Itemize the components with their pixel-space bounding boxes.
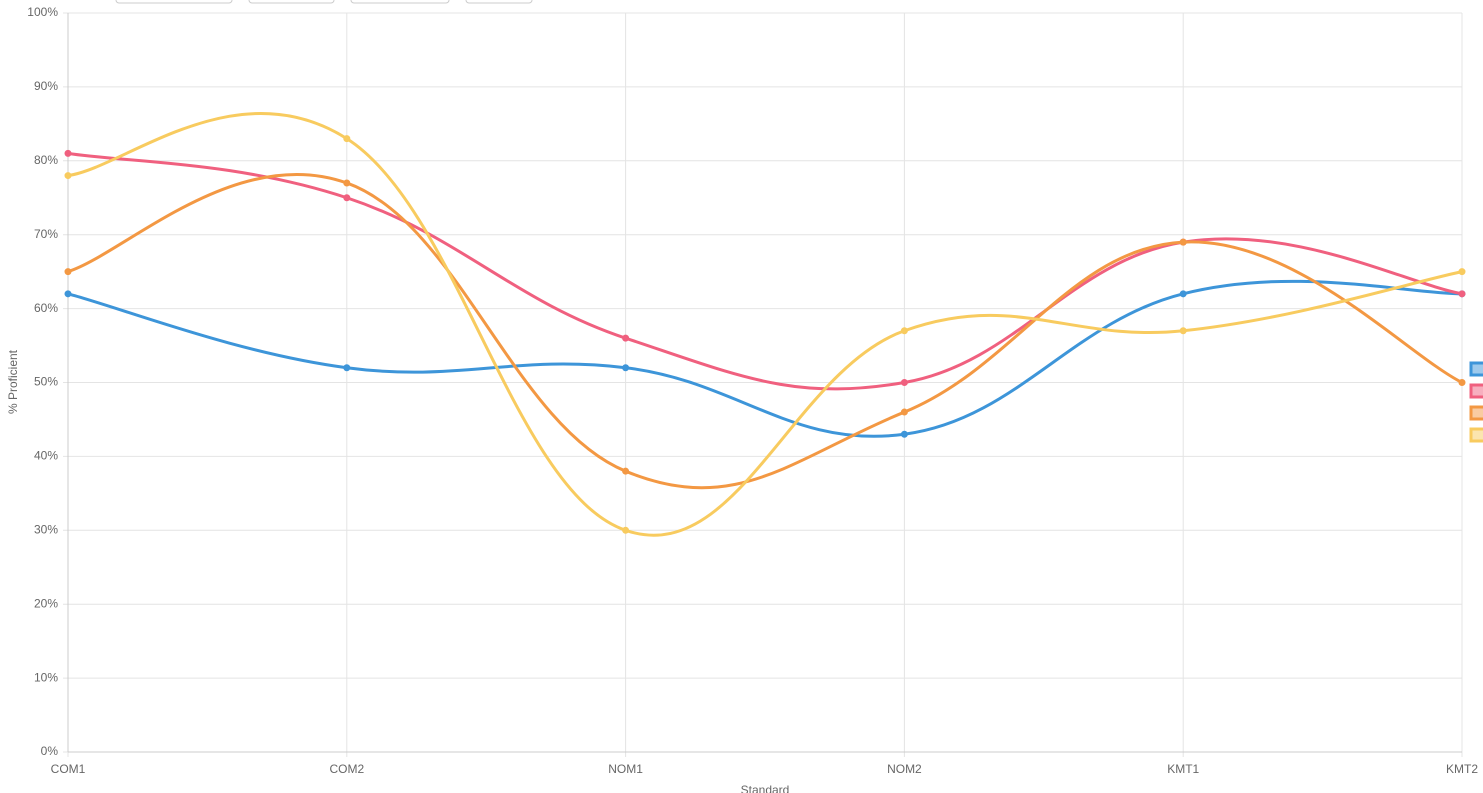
y-tick-label: 60% [34, 301, 58, 315]
data-point [1458, 268, 1466, 276]
data-point [1458, 290, 1466, 298]
x-tick-label: KMT1 [1167, 762, 1199, 776]
data-point [622, 334, 630, 342]
y-tick-label: 90% [34, 79, 58, 93]
y-tick-label: 100% [27, 5, 58, 19]
x-tick-label: COM2 [329, 762, 364, 776]
data-point [343, 179, 351, 187]
data-point [900, 327, 908, 335]
y-tick-label: 30% [34, 522, 58, 536]
toolbar-button[interactable] [350, 0, 450, 4]
data-point [1179, 327, 1187, 335]
y-tick-label: 40% [34, 449, 58, 463]
data-point [900, 430, 908, 438]
data-point [343, 135, 351, 143]
series-line [67, 279, 1463, 438]
data-point [64, 290, 72, 298]
x-tick-label: NOM1 [608, 762, 643, 776]
data-point [343, 364, 351, 372]
data-point [622, 526, 630, 534]
data-point [622, 364, 630, 372]
y-tick-label: 0% [41, 744, 59, 758]
legend-swatch [1469, 361, 1483, 377]
x-tick-label: KMT2 [1446, 762, 1478, 776]
data-point [1179, 238, 1187, 246]
legend-swatch [1469, 405, 1483, 421]
y-tick-label: 70% [34, 227, 58, 241]
data-point [64, 149, 72, 157]
data-point [343, 194, 351, 202]
y-tick-label: 50% [34, 375, 58, 389]
y-axis-label: % Proficient [6, 349, 20, 414]
data-point [64, 268, 72, 276]
legend-swatch [1469, 383, 1483, 399]
x-tick-label: NOM2 [887, 762, 922, 776]
series-line [67, 172, 1463, 490]
toolbar-button[interactable] [465, 0, 533, 4]
toolbar-button[interactable] [115, 0, 233, 4]
data-point [1179, 290, 1187, 298]
y-tick-label: 10% [34, 670, 58, 684]
data-point [64, 172, 72, 180]
toolbar-button[interactable] [248, 0, 335, 4]
legend-swatch [1469, 427, 1483, 443]
data-point [622, 467, 630, 475]
data-point [900, 379, 908, 386]
y-tick-label: 20% [34, 596, 58, 610]
x-tick-label: COM1 [51, 762, 86, 776]
data-point [1458, 379, 1466, 386]
data-point [900, 408, 908, 416]
x-axis-label: Standard [741, 783, 790, 793]
series-line [67, 151, 1463, 391]
y-tick-label: 80% [34, 153, 58, 167]
